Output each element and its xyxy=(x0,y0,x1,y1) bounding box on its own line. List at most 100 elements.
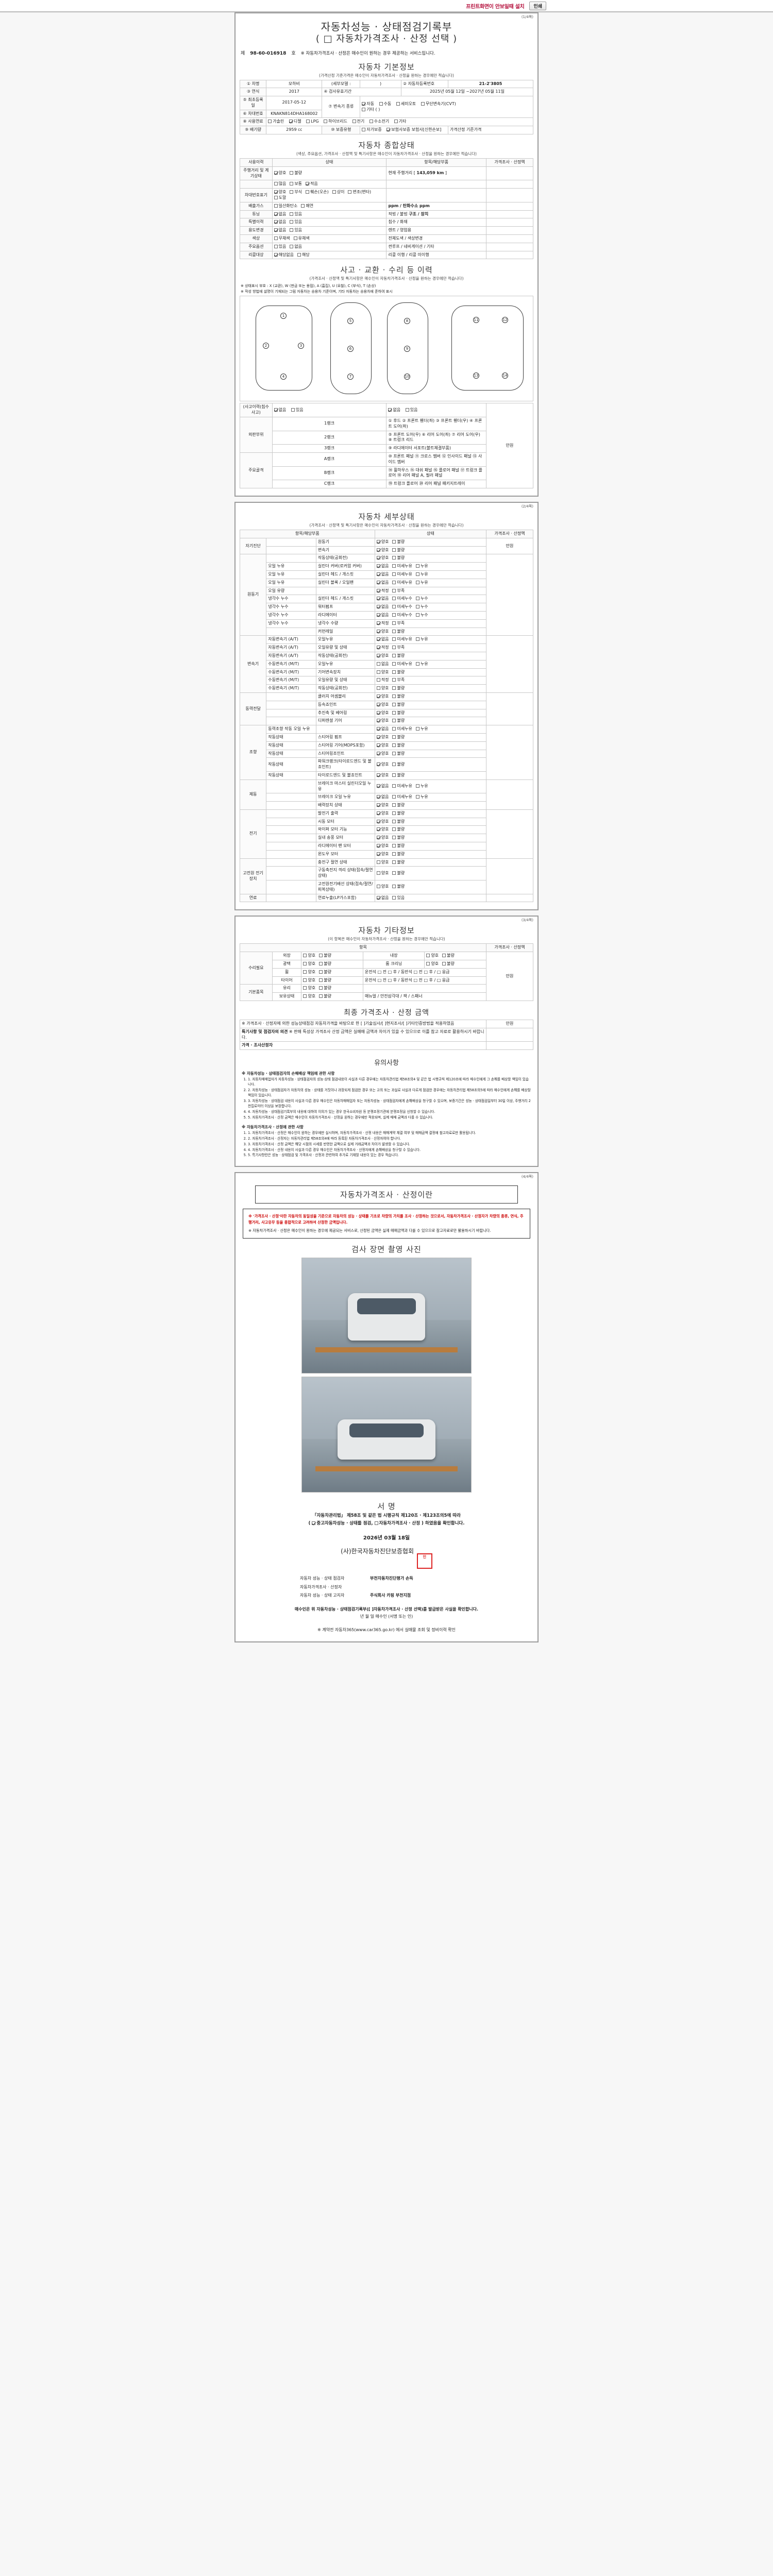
etc-b-1-opt-1[interactable]: 불량 xyxy=(442,961,455,967)
detail-state-1-9[interactable]: 양호 불량 xyxy=(374,627,486,636)
checkbox-detail-1-5-0[interactable] xyxy=(376,597,380,601)
checkbox-detail-0-1-1[interactable] xyxy=(392,548,396,552)
detail-1-5-opt-0[interactable]: 없음 xyxy=(376,596,389,602)
diagram-point-14[interactable]: 14 xyxy=(502,372,508,379)
detail-state-1-2[interactable]: 없음 미세누유 누유 xyxy=(374,570,486,579)
overall-5-opt-1[interactable]: 있음 xyxy=(290,219,302,225)
detail-1-8-opt-1[interactable]: 부족 xyxy=(392,621,405,626)
detail-state-0-0[interactable]: 양호 불량 xyxy=(374,537,486,547)
checkbox-detail-2-2-1[interactable] xyxy=(392,653,396,657)
checkbox-detail-6-1-1[interactable] xyxy=(392,819,396,823)
checkbox-detail-1-6-1[interactable] xyxy=(392,605,396,609)
checkbox-detail-5-0-0[interactable] xyxy=(376,784,380,788)
repair-history-options[interactable]: 없음 있음 xyxy=(386,403,486,418)
checkbox-detail-2-0-0[interactable] xyxy=(376,637,380,641)
detail-2-4-opt-1[interactable]: 불량 xyxy=(392,670,405,675)
checkbox-detail-6-0-0[interactable] xyxy=(376,811,380,815)
detail-2-6-opt-1[interactable]: 불량 xyxy=(392,686,405,691)
detail-state-3-2[interactable]: 양호 불량 xyxy=(374,708,486,718)
checkbox-etc-a-2-1[interactable] xyxy=(319,970,323,974)
checkbox-detail-2-6-0[interactable] xyxy=(376,686,380,690)
checkbox-overall-6-0[interactable] xyxy=(274,228,278,232)
checkbox-detail-5-1-1[interactable] xyxy=(392,795,396,799)
detail-2-0-opt-0[interactable]: 없음 xyxy=(376,637,389,642)
checkbox-overall-7-0[interactable] xyxy=(274,236,278,241)
checkbox-detail-1-3-2[interactable] xyxy=(415,580,419,584)
detail-1-0-opt-1[interactable]: 불량 xyxy=(392,555,405,561)
detail-1-7-opt-2[interactable]: 누수 xyxy=(415,613,428,618)
detail-3-1-opt-0[interactable]: 양호 xyxy=(376,702,389,708)
detail-1-9-opt-1[interactable]: 불량 xyxy=(392,629,405,635)
detail-5-1-opt-0[interactable]: 없음 xyxy=(376,794,389,800)
checkbox-detail-2-3-1[interactable] xyxy=(392,662,396,666)
checkbox-detail-1-4-0[interactable] xyxy=(376,588,380,592)
detail-0-1-opt-0[interactable]: 양호 xyxy=(376,548,389,553)
detail-4-5-opt-1[interactable]: 불량 xyxy=(392,773,405,778)
detail-7-0-opt-0[interactable]: 양호 xyxy=(376,860,389,866)
print-button[interactable]: 인쇄 xyxy=(529,1,546,10)
checkbox-etc-b-1-1[interactable] xyxy=(442,962,446,966)
detail-state-6-4[interactable]: 양호 불량 xyxy=(374,842,486,851)
overall-2-opt-5[interactable]: 도말 xyxy=(274,195,286,201)
checkbox-overall-2-2[interactable] xyxy=(306,190,310,194)
checkbox-detail-6-3-0[interactable] xyxy=(376,836,380,840)
detail-state-5-1[interactable]: 없음 미세누유 누유 xyxy=(374,793,486,802)
detail-1-6-opt-2[interactable]: 누수 xyxy=(415,604,428,610)
etc-opt2-1[interactable]: 양호 불량 xyxy=(424,960,486,969)
etc-a-2-opt-0[interactable]: 양호 xyxy=(303,970,315,975)
checkbox-detail-2-0-2[interactable] xyxy=(415,637,419,641)
checkbox-etc-b-0-1[interactable] xyxy=(442,954,446,958)
overall-state-6[interactable]: 없음 있음 xyxy=(272,226,387,235)
overall-2-opt-4[interactable]: 변조(변타) xyxy=(348,190,371,195)
checkbox-detail-6-5-0[interactable] xyxy=(376,852,380,856)
detail-7-0-opt-1[interactable]: 불량 xyxy=(392,860,405,866)
etc-opt1-2[interactable]: 양호 불량 xyxy=(301,968,363,977)
checkbox-detail-5-1-2[interactable] xyxy=(415,795,419,799)
detail-2-3-opt-1[interactable]: 미세누유 xyxy=(392,662,412,667)
detail-1-0-opt-0[interactable]: 양호 xyxy=(376,555,389,561)
checkbox-overall-4-0[interactable] xyxy=(274,212,278,216)
detail-state-2-6[interactable]: 양호 불량 xyxy=(374,684,486,693)
checkbox-detail-1-7-1[interactable] xyxy=(392,613,396,617)
fuel-options[interactable]: 가솔린 디젤 LPG 하이브리드 전기 수소전기 기타 xyxy=(266,117,533,127)
detail-1-3-opt-2[interactable]: 누유 xyxy=(415,580,428,586)
etc-a-0-opt-1[interactable]: 불량 xyxy=(319,953,331,959)
checkbox-detail-4-0-2[interactable] xyxy=(415,727,419,731)
detail-4-4-opt-0[interactable]: 양호 xyxy=(376,762,389,768)
detail-state-0-1[interactable]: 양호 불량 xyxy=(374,546,486,555)
checkbox-hydrogen[interactable] xyxy=(369,120,373,124)
checkbox-detail-3-1-1[interactable] xyxy=(392,702,396,706)
checkbox-detail-5-2-1[interactable] xyxy=(392,803,396,807)
detail-6-1-opt-0[interactable]: 양호 xyxy=(376,819,389,825)
overall-state-7[interactable]: 무채색 유채색 xyxy=(272,234,387,243)
checkbox-etc-a-5-0[interactable] xyxy=(303,994,307,998)
diagram-point-8[interactable]: 8 xyxy=(404,318,410,325)
checkbox-detail-5-0-2[interactable] xyxy=(415,784,419,788)
buyer-signature-line[interactable]: 년 월 일 매수인 (서명 또는 인) xyxy=(360,1614,413,1619)
overall-state-5[interactable]: 없음 있음 xyxy=(272,218,387,227)
diagram-point-2[interactable]: 2 xyxy=(263,343,269,349)
overall-4-opt-0[interactable]: 없음 xyxy=(274,212,286,217)
etc-opt1-1[interactable]: 양호 불량 xyxy=(301,960,363,969)
checkbox-detail-1-1-0[interactable] xyxy=(376,564,380,568)
checkbox-detail-4-2-0[interactable] xyxy=(376,743,380,747)
diagram-point-4[interactable]: 4 xyxy=(280,374,287,380)
detail-state-2-2[interactable]: 양호 불량 xyxy=(374,651,486,660)
etc-a-3-opt-0[interactable]: 양호 xyxy=(303,978,315,984)
checkbox-detail-1-4-1[interactable] xyxy=(392,588,396,592)
detail-4-4-opt-1[interactable]: 불량 xyxy=(392,762,405,768)
checkbox-gasoline[interactable] xyxy=(268,120,272,124)
checkbox-detail-1-7-0[interactable] xyxy=(376,613,380,617)
detail-state-7-1[interactable]: 양호 불량 xyxy=(374,866,486,881)
checkbox-etc-a-0-0[interactable] xyxy=(303,954,307,958)
checkbox-detail-6-0-1[interactable] xyxy=(392,811,396,815)
detail-2-5-opt-0[interactable]: 적정 xyxy=(376,677,389,683)
detail-1-7-opt-1[interactable]: 미세누수 xyxy=(392,613,412,618)
detail-2-0-opt-2[interactable]: 누유 xyxy=(415,637,428,642)
checkbox-overall-2-3[interactable] xyxy=(332,190,336,194)
checkbox-detail-6-2-0[interactable] xyxy=(376,827,380,832)
checkbox-etc-a-1-1[interactable] xyxy=(319,962,323,966)
detail-1-2-opt-2[interactable]: 누유 xyxy=(415,572,428,578)
detail-state-5-0[interactable]: 없음 미세누유 누유 xyxy=(374,779,486,794)
detail-state-2-4[interactable]: 양호 불량 xyxy=(374,668,486,677)
